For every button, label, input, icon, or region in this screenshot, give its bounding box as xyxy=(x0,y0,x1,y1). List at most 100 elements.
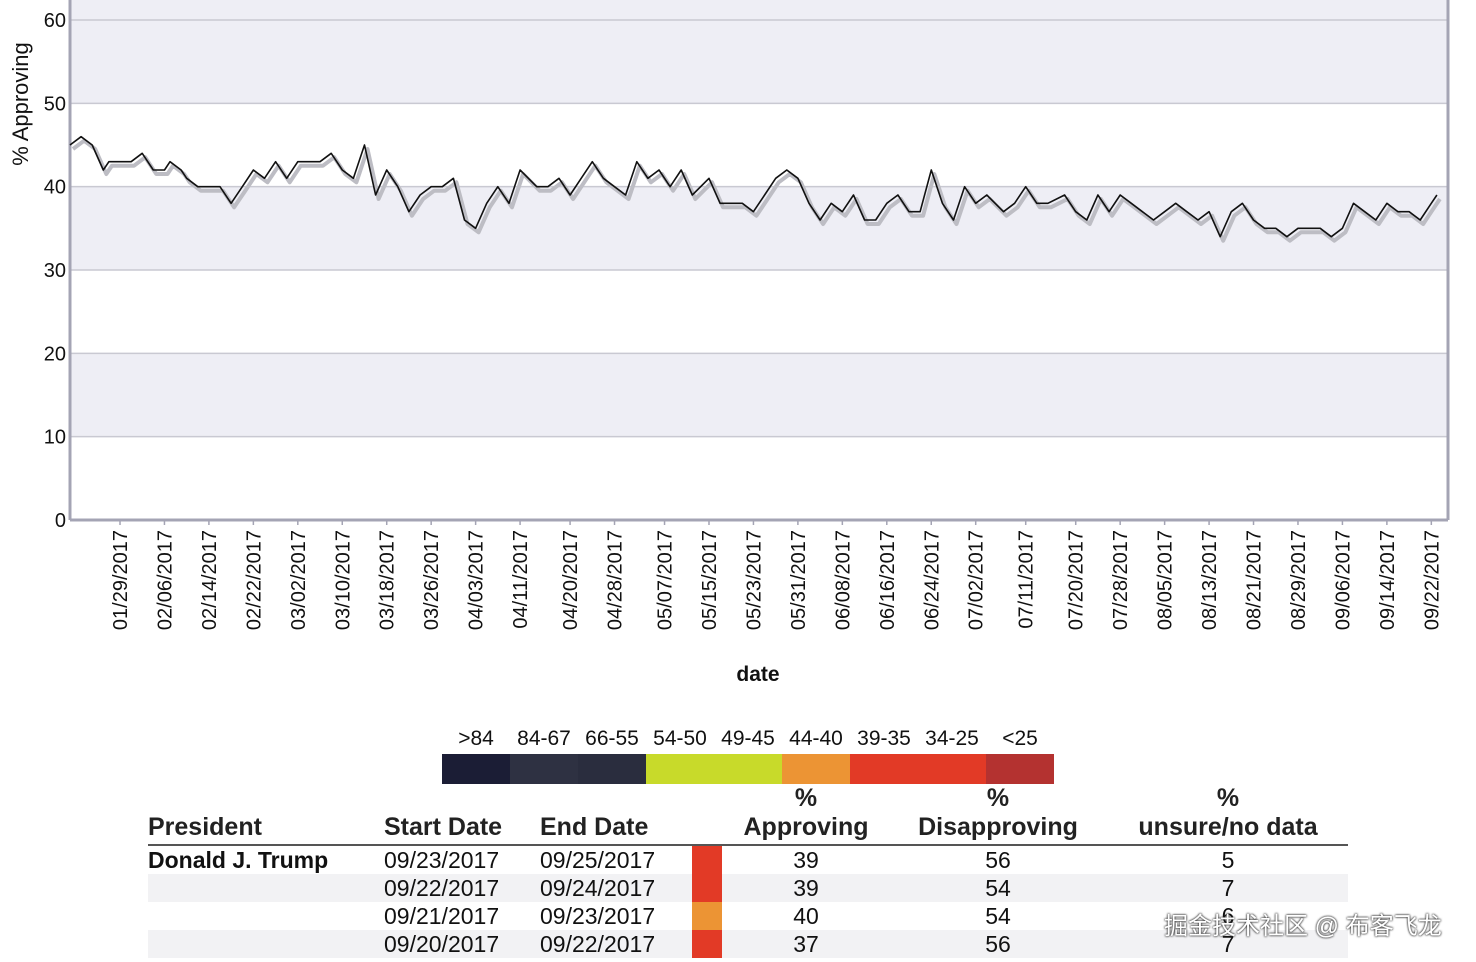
cell-approving: 40 xyxy=(793,903,819,929)
x-tick-label: 02/06/2017 xyxy=(154,530,176,630)
legend-range-label: 66-55 xyxy=(585,727,639,750)
plot-band xyxy=(70,0,1448,20)
x-tick-label: 03/02/2017 xyxy=(288,530,310,630)
x-tick-label: 03/26/2017 xyxy=(421,530,443,630)
approval-table: President Start Date End Date % Approvin… xyxy=(148,784,1348,958)
approval-series-line xyxy=(69,135,1438,238)
plot-band xyxy=(70,353,1448,437)
legend-range-label: <25 xyxy=(1002,727,1038,750)
legend-color-bar xyxy=(442,754,1054,784)
cell-start-date: 09/23/2017 xyxy=(384,847,500,873)
legend-swatch xyxy=(918,754,986,784)
table-row: 09/20/2017 09/22/2017 37 56 7 xyxy=(148,930,1348,958)
cell-disapproving: 56 xyxy=(985,931,1011,957)
x-tick-label: 04/28/2017 xyxy=(605,530,627,630)
cell-start-date: 09/22/2017 xyxy=(384,875,500,901)
x-tick-label: 07/11/2017 xyxy=(1016,530,1038,629)
cell-disapproving: 54 xyxy=(985,903,1011,929)
plot-background xyxy=(70,0,1448,520)
x-tick-label: 03/18/2017 xyxy=(377,530,399,630)
cell-approving: 39 xyxy=(793,847,819,873)
cell-unsure: 5 xyxy=(1221,847,1235,873)
x-tick-label: 07/28/2017 xyxy=(1110,530,1132,630)
x-tick-label: 09/06/2017 xyxy=(1332,530,1354,630)
x-tick-label: 09/22/2017 xyxy=(1421,530,1443,630)
legend-range-label: >84 xyxy=(458,727,494,750)
y-tick-label: 40 xyxy=(44,177,66,199)
cell-president: Donald J. Trump xyxy=(148,847,329,873)
y-tick-label: 50 xyxy=(44,93,66,115)
header-president: President xyxy=(148,813,262,841)
cell-approving: 39 xyxy=(793,875,819,901)
header-unsure: % unsure/no data xyxy=(1128,784,1328,842)
x-tick-label: 06/08/2017 xyxy=(832,530,854,630)
x-tick-label: 02/22/2017 xyxy=(243,530,265,630)
x-tick-label: 06/24/2017 xyxy=(921,530,943,630)
plot-band xyxy=(70,20,1448,104)
header-end-date: End Date xyxy=(540,813,649,841)
x-tick-label: 08/05/2017 xyxy=(1155,530,1177,630)
legend-range-label: 84-67 xyxy=(517,727,571,750)
x-axis-title: date xyxy=(736,663,779,686)
cell-unsure: 6 xyxy=(1221,903,1235,929)
x-tick-label: 05/15/2017 xyxy=(699,530,721,630)
plot-band xyxy=(70,186,1448,270)
color-legend: >84 84-67 66-55 54-50 49-45 44-40 39-35 34-25 <2… xyxy=(442,726,1054,784)
header-approving-label: Approving xyxy=(743,813,869,841)
x-tick-label: 05/31/2017 xyxy=(788,530,810,630)
approval-line-chart: 0 10 20 30 40 50 60 01/29/2017 02/06/2017 02/14/… xyxy=(8,0,1450,686)
x-tick-label: 04/03/2017 xyxy=(466,530,488,630)
cell-unsure: 7 xyxy=(1221,931,1235,957)
x-tick-label: 09/14/2017 xyxy=(1377,530,1399,630)
x-tick-label: 07/02/2017 xyxy=(966,530,988,630)
cell-start-date: 09/21/2017 xyxy=(384,903,500,929)
cell-end-date: 09/25/2017 xyxy=(540,847,656,873)
y-tick-label: 60 xyxy=(44,10,66,32)
header-disapproving: % Disapproving xyxy=(908,784,1088,842)
y-tick-label: 10 xyxy=(44,427,66,449)
table-header: President Start Date End Date % Approvin… xyxy=(148,784,1348,846)
y-axis-title: % Approving xyxy=(8,42,33,166)
watermark: 掘金技术社区 @ 布客飞龙 xyxy=(1164,913,1442,940)
x-tick-label: 05/07/2017 xyxy=(655,530,677,630)
x-tick-labels: 01/29/2017 02/06/2017 02/14/2017 02/22/2017… xyxy=(110,520,1443,630)
x-tick-label: 03/10/2017 xyxy=(332,530,354,630)
series-lines xyxy=(69,135,1442,243)
table-row: Donald J. Trump 09/23/2017 09/25/2017 39 56 5 xyxy=(148,846,1348,874)
cell-end-date: 09/22/2017 xyxy=(540,931,656,957)
cell-unsure: 7 xyxy=(1221,875,1235,901)
legend-swatch xyxy=(442,754,510,784)
legend-swatch xyxy=(578,754,646,784)
x-tick-label: 07/20/2017 xyxy=(1066,530,1088,630)
cell-start-date: 09/20/2017 xyxy=(384,931,500,957)
x-tick-label: 08/13/2017 xyxy=(1199,530,1221,630)
cell-disapproving: 56 xyxy=(985,847,1011,873)
table-body: Donald J. Trump 09/23/2017 09/25/2017 39 56 5… xyxy=(148,846,1348,958)
legend-swatch xyxy=(850,754,918,784)
legend-swatch xyxy=(782,754,850,784)
approval-color-swatch xyxy=(692,930,722,958)
legend-range-labels: >84 84-67 66-55 54-50 49-45 44-40 39-35 34-25 <2… xyxy=(442,726,1054,754)
x-tick-label: 04/20/2017 xyxy=(560,530,582,630)
header-unsure-pct: % xyxy=(1216,784,1240,812)
header-approving-pct: % xyxy=(794,784,818,812)
header-approving: % Approving xyxy=(736,784,876,842)
legend-range-label: 39-35 xyxy=(857,727,911,750)
header-disapproving-label: Disapproving xyxy=(918,813,1078,841)
header-unsure-label: unsure/no data xyxy=(1138,813,1318,841)
y-tick-label: 30 xyxy=(44,260,66,282)
legend-range-label: 54-50 xyxy=(653,727,707,750)
header-start-date: Start Date xyxy=(384,813,503,841)
gridlines xyxy=(68,0,1450,522)
cell-disapproving: 54 xyxy=(985,875,1011,901)
x-tick-label: 01/29/2017 xyxy=(110,530,132,630)
table-row: 09/22/2017 09/24/2017 39 54 7 xyxy=(148,874,1348,902)
y-tick-labels: 0 10 20 30 40 50 60 xyxy=(44,10,66,532)
cell-end-date: 09/24/2017 xyxy=(540,875,656,901)
x-tick-label: 08/29/2017 xyxy=(1288,530,1310,630)
y-tick-label: 0 xyxy=(55,510,66,532)
x-tick-label: 04/11/2017 xyxy=(510,530,532,629)
legend-range-label: 49-45 xyxy=(721,727,775,750)
header-disapproving-pct: % xyxy=(986,784,1010,812)
x-tick-label: 05/23/2017 xyxy=(743,530,765,630)
